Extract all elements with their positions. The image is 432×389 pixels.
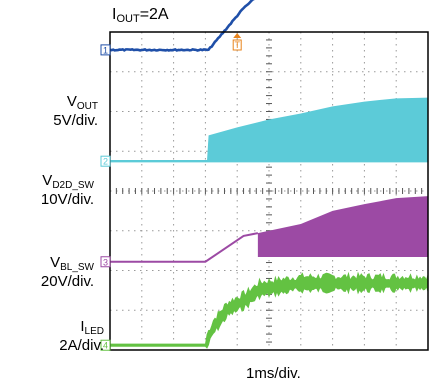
channel-marker-box	[100, 339, 111, 351]
channel-marker-vd2d: 2	[100, 155, 111, 167]
channel-marker-number: 4	[103, 341, 108, 351]
channel-scale-iled: 2A/div.	[59, 337, 104, 354]
channel-scale-vout: 5V/div.	[53, 112, 98, 129]
channel-marker-iled: 4	[100, 339, 111, 351]
timebase-label: 1ms/div.	[246, 365, 301, 382]
scope-frame	[109, 31, 429, 351]
trigger-label: T	[234, 40, 240, 50]
trigger-marker: T	[232, 33, 242, 51]
series-vbl-ramp	[110, 232, 259, 263]
scope-traces	[109, 0, 429, 349]
channel-marker-number: 2	[103, 157, 108, 167]
channel-label-vout: VOUT 5V/div.	[20, 93, 98, 129]
channel-marker-vout: 1	[100, 44, 111, 56]
channel-label-vd2d: VD2D_SW 10V/div.	[4, 172, 94, 208]
trigger-arrow	[233, 33, 242, 38]
chart-title: IOUT=2A	[112, 6, 169, 25]
channel-scale-vd2d: 10V/div.	[40, 191, 94, 208]
channel-marker-vbl: 3	[100, 256, 111, 268]
channel-label-iled: ILED 2A/div.	[20, 318, 104, 354]
channel-label-vbl: VBL_SW 20V/div.	[4, 254, 94, 290]
trigger-box	[232, 39, 242, 51]
channel-marker-number: 1	[103, 45, 108, 55]
scope-grid	[109, 31, 429, 351]
series-vbl-envelope	[257, 196, 428, 257]
channel-scale-vbl: 20V/div.	[40, 273, 94, 290]
series-vd2d-envelope	[206, 97, 428, 162]
channel-markers: 1 2 3 4	[100, 44, 111, 351]
channel-marker-number: 3	[103, 257, 108, 267]
channel-marker-box	[100, 256, 111, 268]
channel-marker-box	[100, 155, 111, 167]
channel-marker-box	[100, 44, 111, 56]
series-vout-line	[109, 0, 255, 52]
